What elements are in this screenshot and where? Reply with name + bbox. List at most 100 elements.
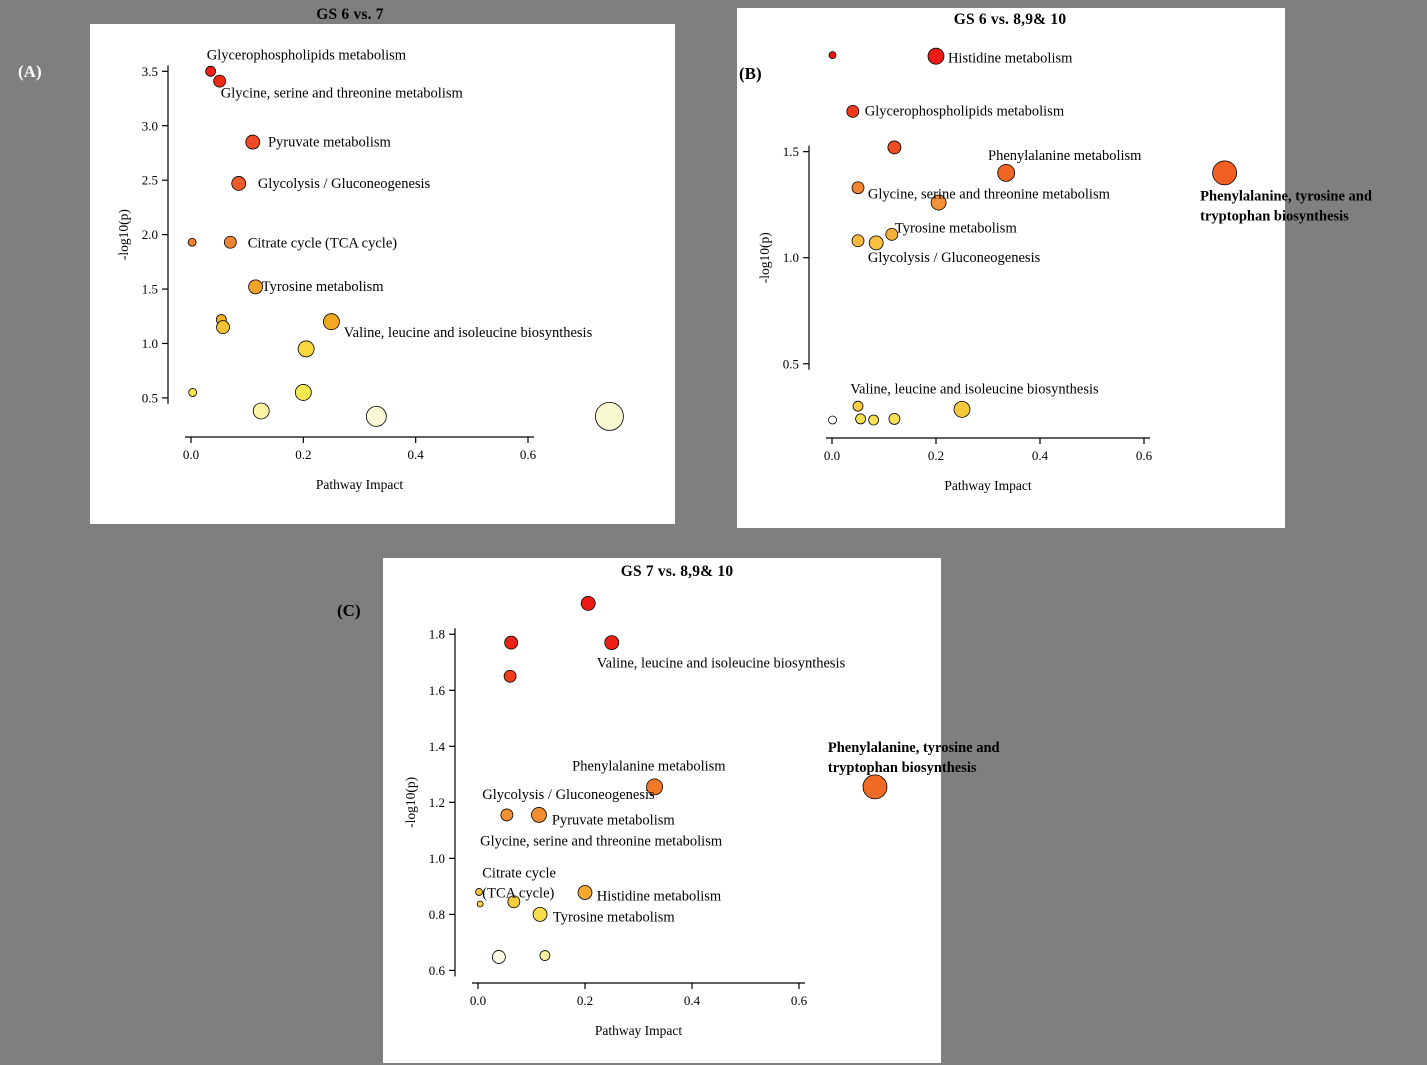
point-label: Phenylalanine, tyrosine and (828, 740, 1000, 756)
point-label: Glycolysis / Gluconeogenesis (868, 250, 1041, 266)
data-point (252, 402, 270, 420)
y-tick-label: 0.8 (429, 907, 445, 922)
data-point (846, 104, 860, 118)
point-label: Citrate cycle (482, 865, 556, 881)
point-label: Glycolysis / Gluconeogenesis (482, 787, 655, 803)
point-label: Citrate cycle (TCA cycle) (248, 236, 398, 252)
x-tick-label: 0.6 (791, 993, 808, 1008)
y-tick-label: 3.0 (142, 118, 158, 133)
point-label: Glycine, serine and threonine metabolism (480, 833, 723, 849)
y-tick-label: 0.6 (429, 963, 446, 978)
point-label: tryptophan biosynthesis (828, 760, 977, 776)
data-point (595, 402, 624, 431)
data-point (852, 400, 864, 412)
data-point (885, 227, 899, 241)
point-label: Glycine, serine and threonine metabolism (868, 186, 1111, 202)
y-tick-label: 1.0 (142, 336, 158, 351)
x-tick-label: 0.4 (408, 447, 425, 462)
point-label: Glycerophospholipids metabolism (865, 104, 1065, 120)
point-label: Tyrosine metabolism (895, 220, 1018, 236)
data-point (997, 163, 1016, 182)
data-point (294, 384, 312, 401)
point-label: Histidine metabolism (597, 888, 722, 904)
chart-panel-a: 0.0 0.2 0.4 0.6 Pathway Impact 0.5 1.0 1.5 2.0 2.… (90, 24, 675, 524)
data-point (503, 669, 517, 683)
x-tick-label: 0.4 (684, 993, 701, 1008)
y-tick-label: 1.6 (429, 683, 446, 698)
y-tick-label: 1.8 (429, 627, 445, 642)
data-point (953, 400, 971, 418)
data-point (216, 320, 230, 335)
data-point (475, 888, 483, 896)
data-point (577, 885, 593, 900)
panel-label-a: (A) (18, 62, 42, 81)
bubble-plot-b: 0.0 0.2 0.4 0.6 Pathway Impact 0.5 1.0 1.5 -log1… (757, 47, 1372, 493)
data-point (500, 808, 514, 822)
data-point (851, 234, 865, 248)
data-point (297, 340, 315, 358)
y-tick-label: 2.5 (142, 173, 158, 188)
data-point (927, 47, 945, 65)
point-label: Glycolysis / Gluconeogenesis (258, 176, 431, 192)
x-axis-title: Pathway Impact (316, 477, 404, 492)
x-tick-label: 0.0 (470, 993, 486, 1008)
x-tick-label: 0.6 (520, 447, 537, 462)
chart-title-a: GS 6 vs. 7 (316, 6, 384, 23)
point-label: Valine, leucine and isoleucine biosynthe… (597, 655, 846, 671)
panel-label-b: (B) (739, 64, 762, 83)
data-point (223, 235, 237, 249)
y-tick-label: 2.0 (142, 227, 158, 242)
point-label: Phenylalanine, tyrosine and (1200, 188, 1372, 204)
data-point (248, 279, 263, 295)
bubble-plot-c: 0.0 0.2 0.4 0.6 Pathway Impact 0.6 0.8 1.0 1.2 1.… (403, 596, 1000, 1038)
data-point (491, 950, 506, 964)
point-label: Glycerophospholipids metabolism (207, 47, 407, 63)
point-label: Glycine, serine and threonine metabolism (221, 85, 464, 101)
data-point (868, 235, 884, 251)
data-point (231, 176, 247, 191)
x-tick-label: 0.0 (824, 448, 840, 463)
point-label: Phenylalanine metabolism (572, 758, 726, 774)
y-tick-label: 1.4 (429, 739, 446, 754)
y-tick-label: 3.5 (142, 64, 158, 79)
y-tick-label: 1.5 (783, 144, 799, 159)
point-label: Pyruvate metabolism (552, 812, 676, 828)
chart-panel-c: 0.0 0.2 0.4 0.6 Pathway Impact 0.6 0.8 1.0 1.2 1.… (383, 558, 1000, 1063)
data-point (531, 807, 547, 823)
data-point (887, 140, 902, 155)
data-point (365, 406, 387, 427)
data-point (580, 596, 596, 611)
x-axis-title: Pathway Impact (944, 478, 1032, 493)
panel-label-c: (C) (337, 601, 361, 620)
x-tick-label: 0.2 (577, 993, 593, 1008)
y-axis-title: -log10(p) (116, 209, 131, 260)
chart-title-c: GS 7 vs. 8,9& 10 (620, 563, 734, 580)
data-point (888, 413, 901, 425)
y-tick-label: 0.5 (783, 356, 799, 371)
chart-panel-b: 0.0 0.2 0.4 0.6 Pathway Impact 0.5 1.0 1.5 -log1… (737, 8, 1372, 528)
data-point (507, 895, 521, 909)
x-axis-title: Pathway Impact (595, 1023, 683, 1038)
point-label: Valine, leucine and isoleucine biosynthe… (344, 325, 593, 341)
point-label: Phenylalanine metabolism (988, 148, 1142, 164)
data-point (1212, 160, 1238, 186)
data-point (323, 313, 340, 331)
x-tick-label: 0.2 (295, 447, 311, 462)
data-point (828, 415, 837, 425)
point-label: Tyrosine metabolism (262, 279, 385, 295)
point-label: Pyruvate metabolism (268, 134, 392, 150)
data-point (532, 906, 548, 922)
chart-title-b: GS 6 vs. 8,9& 10 (953, 11, 1067, 28)
point-label: Valine, leucine and isoleucine biosynthe… (850, 381, 1099, 397)
x-tick-label: 0.0 (183, 447, 199, 462)
y-tick-label: 1.0 (429, 851, 445, 866)
data-point (539, 950, 551, 961)
y-axis-title: -log10(p) (403, 777, 418, 828)
y-tick-label: 1.5 (142, 282, 158, 297)
data-point (504, 635, 519, 650)
x-tick-label: 0.2 (928, 448, 944, 463)
data-point (476, 900, 484, 908)
data-point (646, 778, 663, 796)
data-point (862, 774, 888, 800)
